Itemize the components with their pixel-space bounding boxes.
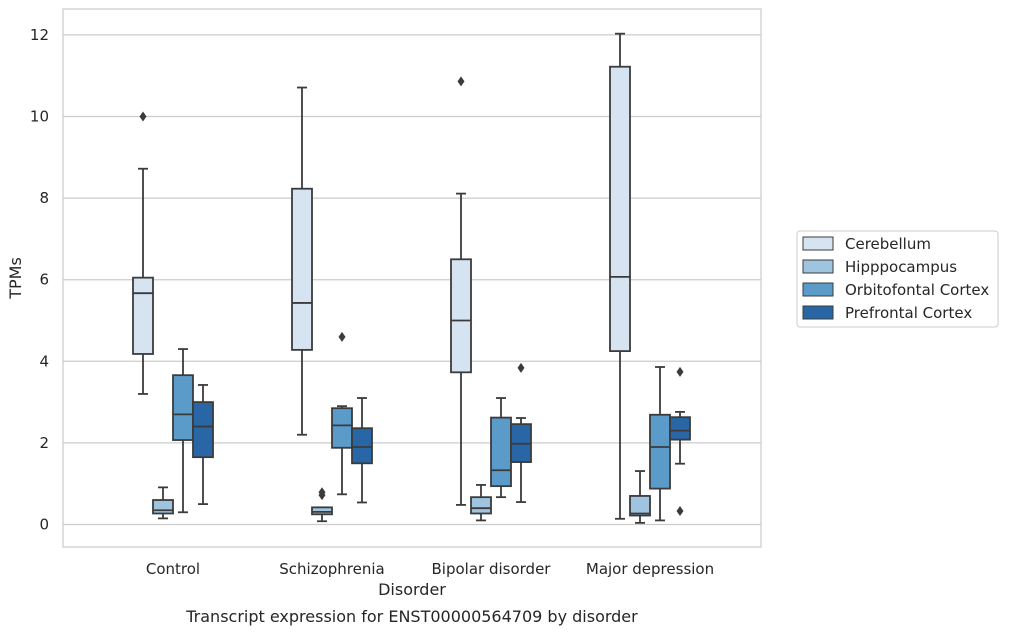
x-tick-label: Schizophrenia: [279, 560, 384, 578]
plot-background: [63, 9, 761, 547]
x-tick-labels: Control Schizophrenia Bipolar disorder Majo…: [146, 560, 714, 578]
box: [172, 348, 194, 514]
y-tick-label: 0: [39, 516, 49, 534]
outlier-point: [139, 111, 147, 122]
box-series: [132, 32, 691, 524]
chart-caption: Transcript expression for ENST0000056470…: [185, 607, 638, 626]
outlier-point: [318, 487, 326, 498]
outlier-point: [676, 506, 684, 517]
outlier-point: [676, 366, 684, 377]
box-iqr: [351, 427, 373, 465]
series-cerebellum: [132, 32, 631, 520]
outlier-point: [457, 76, 465, 87]
x-tick-label: Major depression: [586, 560, 714, 578]
series-orbitofontal-cortex: [172, 331, 671, 522]
box-iqr: [649, 413, 671, 490]
box-iqr: [450, 258, 472, 374]
box: [649, 366, 671, 522]
box-iqr: [291, 187, 313, 351]
box: [331, 331, 353, 496]
legend-label: Orbitofontal Cortex: [845, 281, 989, 299]
box-iqr: [609, 65, 631, 353]
box: [311, 487, 333, 523]
box: [351, 397, 373, 504]
box: [192, 384, 214, 506]
box: [470, 484, 492, 522]
legend-label: Cerebellum: [845, 235, 931, 253]
box-iqr: [152, 499, 174, 515]
box-iqr: [629, 495, 651, 517]
legend-swatch: [802, 282, 834, 297]
x-axis-label: Disorder: [378, 580, 446, 599]
legend-item: Hipppocampus: [802, 258, 957, 276]
box: [291, 86, 313, 436]
box-iqr: [490, 416, 512, 488]
legend-swatch: [802, 259, 834, 274]
legend: Cerebellum Hipppocampus Orbitofontal Corte…: [796, 230, 999, 328]
legend-swatch: [802, 305, 834, 320]
outlier-point: [338, 331, 346, 342]
legend-item: Cerebellum: [802, 235, 931, 253]
y-axis-label: TPMs: [6, 257, 25, 300]
y-tick-label: 2: [39, 434, 49, 452]
y-tick-label: 10: [30, 108, 49, 126]
box: [609, 32, 631, 520]
box-iqr: [669, 416, 691, 441]
legend-label: Prefrontal Cortex: [845, 304, 972, 322]
legend-frame: [796, 230, 999, 328]
series-prefrontal-cortex: [192, 362, 691, 517]
x-tick-label: Bipolar disorder: [432, 560, 552, 578]
box-iqr: [172, 374, 194, 441]
y-tick-label: 6: [39, 271, 49, 289]
legend-label: Hipppocampus: [845, 258, 957, 276]
series-hipppocampus: [152, 470, 651, 524]
box: [152, 486, 174, 520]
box: [510, 362, 532, 503]
outlier-point: [517, 362, 525, 373]
y-tick-label: 12: [30, 26, 49, 44]
box-iqr: [331, 407, 353, 449]
box-iqr: [470, 496, 492, 515]
box: [132, 111, 154, 395]
grid-lines: [63, 34, 761, 526]
legend-swatch: [802, 236, 834, 251]
box: [629, 470, 651, 524]
x-tick-label: Control: [146, 560, 200, 578]
plot-frame: [62, 8, 762, 548]
box: [450, 76, 472, 506]
legend-item: Prefrontal Cortex: [802, 304, 972, 322]
box: [669, 366, 691, 517]
y-tick-labels: 0 2 4 6 8 10 12: [30, 26, 49, 534]
box-iqr: [132, 276, 154, 355]
y-tick-label: 8: [39, 189, 49, 207]
y-tick-label: 4: [39, 352, 49, 370]
legend-item: Orbitofontal Cortex: [802, 281, 989, 299]
box-iqr: [192, 401, 214, 459]
box-iqr: [311, 506, 333, 516]
